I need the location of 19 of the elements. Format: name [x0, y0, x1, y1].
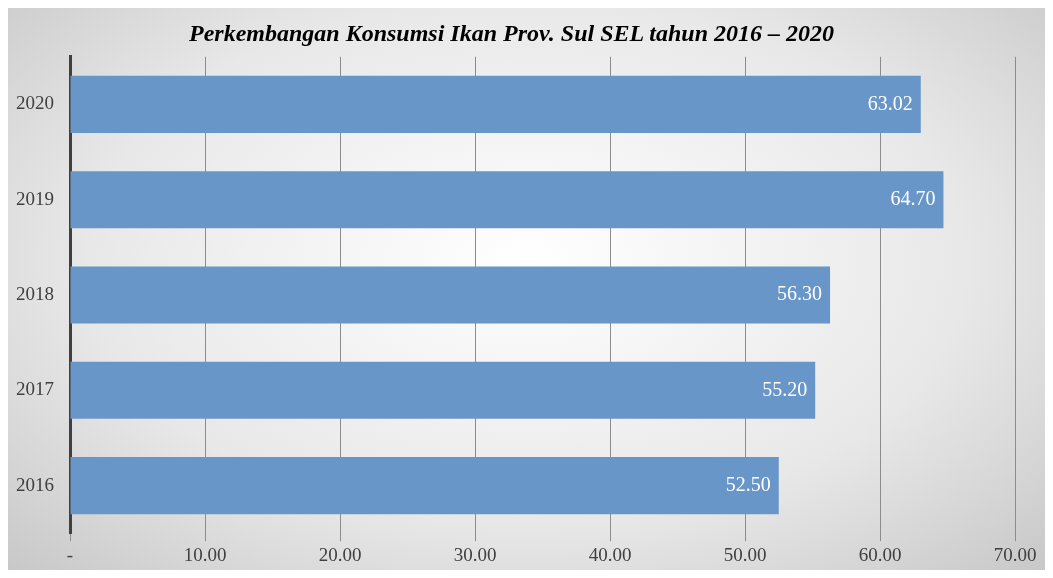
x-tick-label: 60.00: [858, 543, 902, 565]
x-tick-label: -: [66, 543, 74, 565]
y-tick-label: 2018: [16, 282, 54, 304]
chart-title: Perkembangan Konsumsi Ikan Prov. Sul SEL tahun 2016 – 2020: [187, 19, 835, 46]
y-tick-label: 2019: [16, 187, 54, 209]
data-label: 55.20: [762, 377, 808, 400]
x-tick-label: 10.00: [183, 543, 227, 565]
data-label: 63.02: [867, 91, 913, 114]
y-tick-label: 2020: [16, 92, 54, 114]
x-tick-label: 70.00: [993, 543, 1037, 565]
x-tick-label: 20.00: [318, 543, 362, 565]
data-label: 52.50: [725, 472, 771, 495]
x-tick-label: 50.00: [723, 543, 767, 565]
x-tick-label: 40.00: [588, 543, 632, 565]
x-tick-label: 30.00: [453, 543, 497, 565]
data-label: 56.30: [777, 282, 823, 305]
y-tick-label: 2016: [16, 473, 54, 495]
data-label: 64.70: [890, 186, 936, 209]
y-tick-label: 2017: [16, 378, 54, 400]
